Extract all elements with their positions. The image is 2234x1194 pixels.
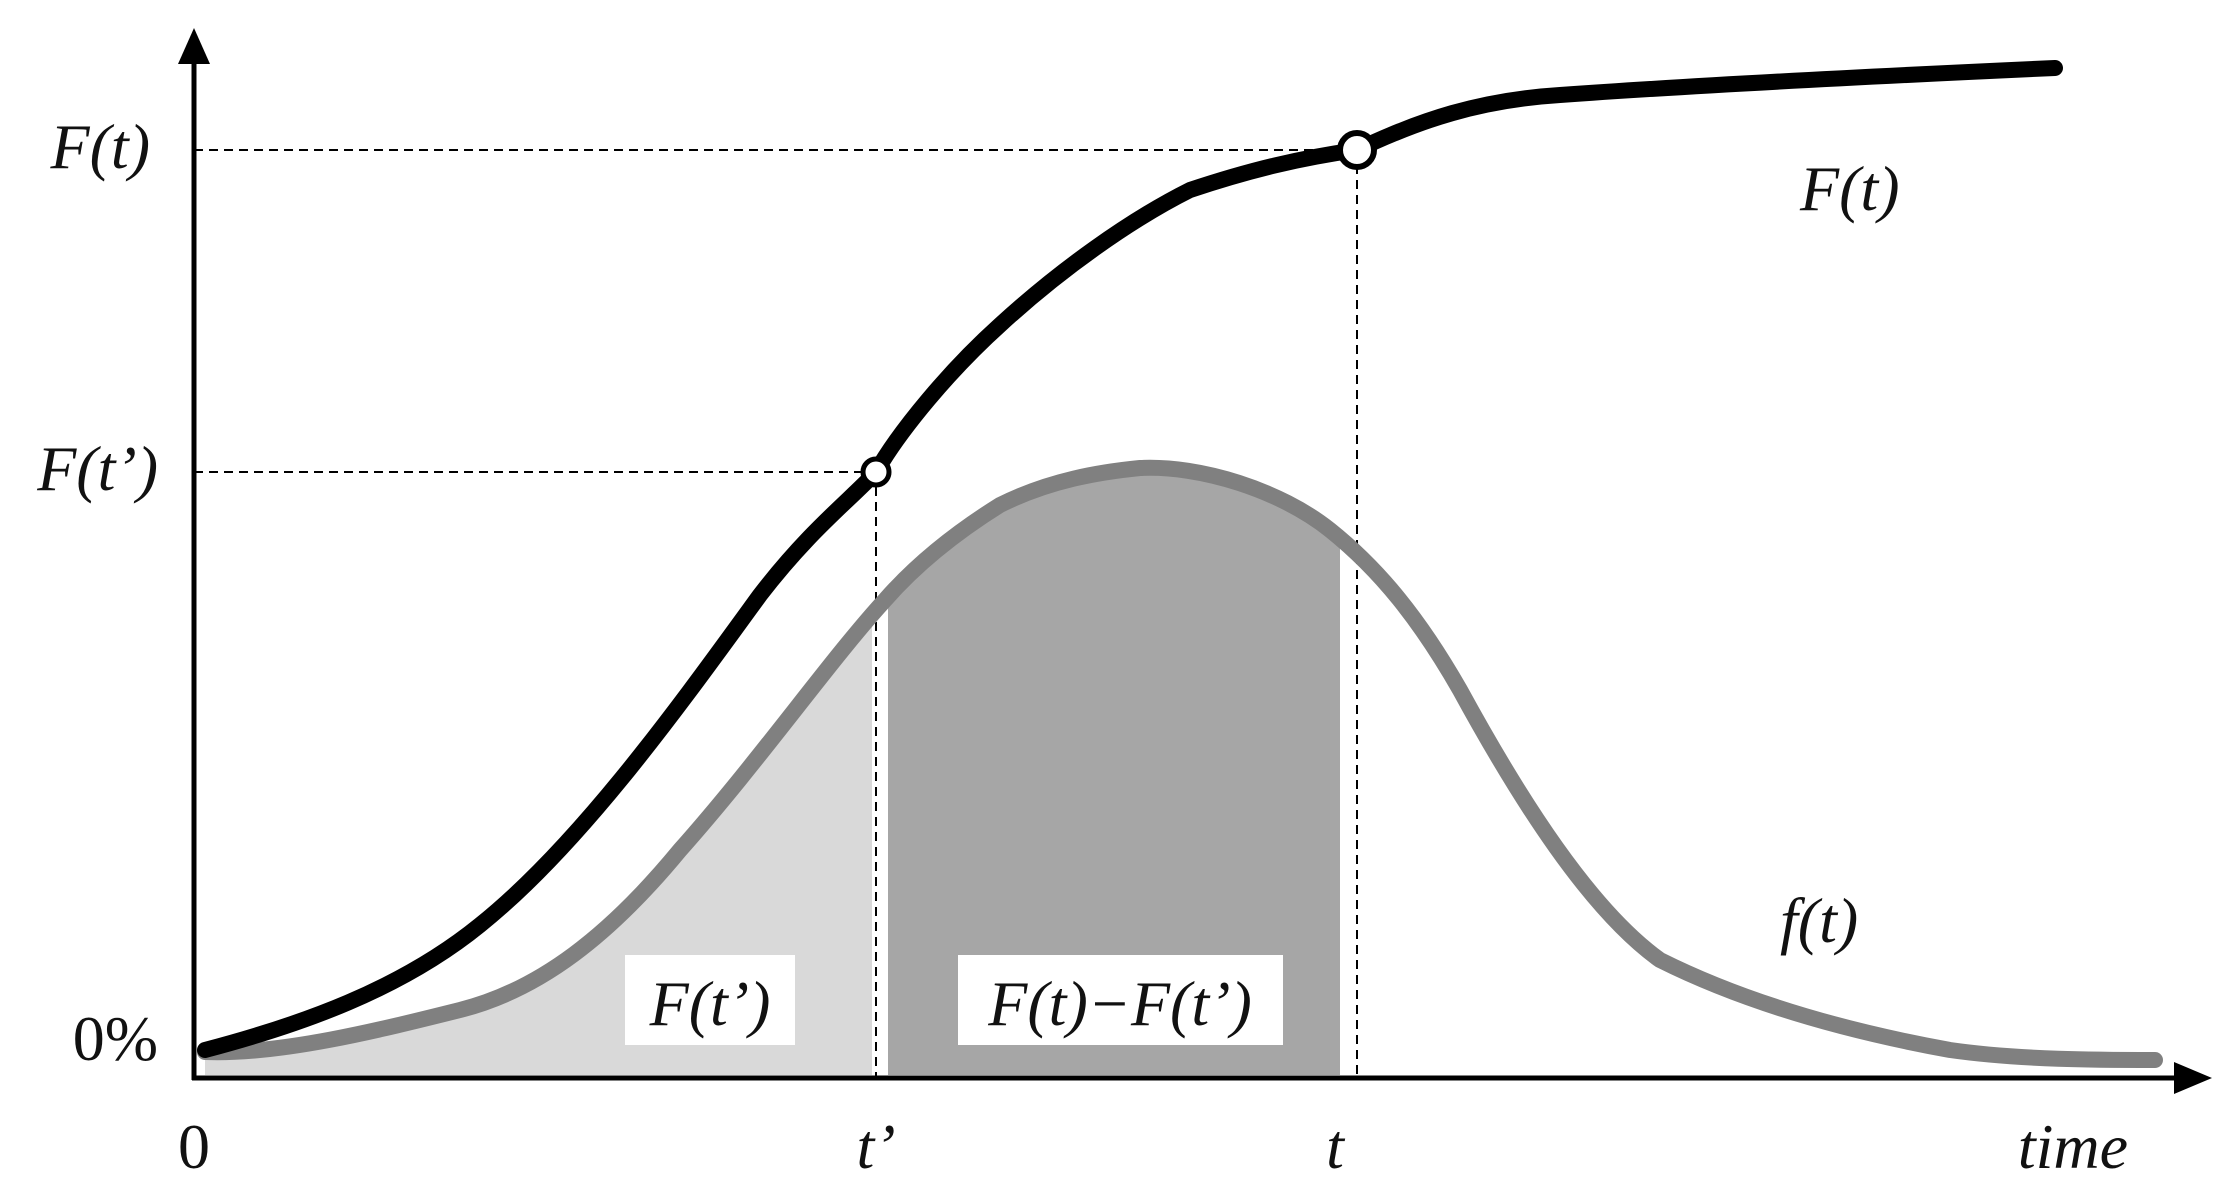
y-axis-arrow <box>178 28 210 64</box>
x-axis-arrow <box>2174 1062 2212 1094</box>
cdf-curve-label: F(t) <box>1799 153 1900 224</box>
pdf-curve <box>197 459 2163 1068</box>
x-label-time: time <box>2018 1111 2128 1182</box>
x-label-tprime: t’ <box>856 1111 895 1182</box>
guide-lines <box>194 149 1358 1078</box>
area-under-pdf-middle <box>888 467 1340 1075</box>
area-left-label-bg <box>625 955 795 1045</box>
axes <box>191 58 2175 1081</box>
area-mid-label: F(t)−F(t’) <box>987 968 1252 1039</box>
cdf-curve <box>197 60 2063 1058</box>
y-label-F-t: F(t) <box>50 111 151 182</box>
marker-F-tprime <box>860 456 892 488</box>
area-mid-label-bg <box>958 955 1283 1045</box>
x-label-t: t <box>1326 1111 1346 1182</box>
area-left-label: F(t’) <box>649 968 771 1039</box>
marker-F-t <box>1337 130 1377 170</box>
pdf-curve-label: f(t) <box>1780 885 1858 956</box>
x-label-zero: 0 <box>178 1111 210 1182</box>
y-label-zero-percent: 0% <box>73 1003 158 1074</box>
y-label-F-tprime: F(t’) <box>36 433 158 504</box>
